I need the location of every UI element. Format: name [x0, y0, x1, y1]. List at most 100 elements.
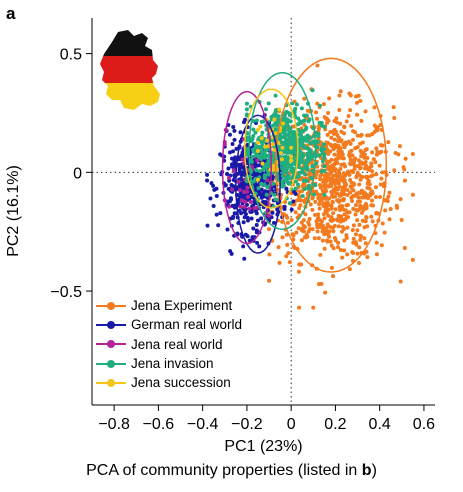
data-point: [259, 119, 264, 124]
data-point: [272, 192, 277, 197]
data-point: [329, 265, 334, 270]
data-point: [358, 165, 363, 170]
data-point: [359, 154, 364, 159]
data-point: [264, 161, 269, 166]
legend: Jena Experiment German real world Jena rea…: [96, 296, 242, 392]
data-point: [319, 219, 324, 224]
data-point: [312, 236, 317, 241]
data-point: [347, 149, 352, 154]
data-point: [284, 254, 289, 259]
ellipse-jena-real-world: [221, 90, 272, 245]
data-point: [332, 143, 337, 148]
data-point: [338, 219, 343, 224]
data-point: [371, 203, 376, 208]
data-point: [330, 225, 335, 230]
data-point: [345, 169, 350, 174]
data-point: [373, 194, 378, 199]
data-point: [329, 135, 334, 140]
data-point: [402, 246, 407, 251]
data-point: [258, 169, 263, 174]
data-point: [339, 150, 344, 155]
data-point: [379, 243, 384, 248]
data-point: [315, 225, 320, 230]
data-point: [346, 215, 351, 220]
data-point: [225, 227, 230, 232]
data-point: [230, 187, 235, 192]
data-point: [359, 210, 364, 215]
data-point: [249, 159, 254, 164]
data-point: [318, 173, 323, 178]
data-point: [334, 120, 339, 125]
data-point: [392, 116, 397, 121]
caption-close: ): [371, 462, 377, 479]
data-point: [374, 240, 379, 245]
data-point: [259, 139, 264, 144]
data-point: [347, 210, 352, 215]
x-tick-label: 0.4: [369, 416, 391, 433]
data-point: [320, 238, 325, 243]
y-axis-label: PC2 (16.1%): [5, 165, 22, 257]
data-point: [255, 149, 260, 154]
data-point: [307, 227, 312, 232]
data-point: [270, 210, 275, 215]
data-point: [336, 143, 341, 148]
data-point: [348, 190, 353, 195]
data-point: [290, 232, 295, 237]
data-point: [254, 153, 259, 158]
data-point: [251, 127, 256, 132]
data-point: [347, 154, 352, 159]
data-point: [327, 96, 332, 101]
data-point: [293, 191, 298, 196]
data-point: [333, 173, 338, 178]
data-point: [267, 278, 272, 283]
data-point: [351, 223, 356, 228]
data-point: [266, 144, 271, 149]
data-point: [351, 181, 356, 186]
data-point: [325, 161, 330, 166]
data-point: [242, 256, 247, 261]
data-point: [358, 237, 363, 242]
legend-swatch: [96, 377, 126, 389]
data-point: [227, 132, 232, 137]
data-point: [244, 138, 249, 143]
data-point: [386, 194, 391, 199]
data-point: [281, 121, 286, 126]
data-point: [237, 188, 242, 193]
data-point: [259, 145, 264, 150]
data-point: [362, 236, 367, 241]
data-point: [326, 213, 331, 218]
data-point: [341, 198, 346, 203]
data-point: [232, 211, 237, 216]
data-point: [337, 207, 342, 212]
data-point: [289, 158, 294, 163]
data-point: [333, 207, 338, 212]
data-point: [292, 110, 297, 115]
data-point: [330, 199, 335, 204]
data-point: [329, 243, 334, 248]
data-point: [254, 118, 259, 123]
data-point: [305, 166, 310, 171]
data-point: [239, 198, 244, 203]
data-point: [205, 223, 210, 228]
data-point: [246, 194, 251, 199]
data-point: [249, 139, 254, 144]
data-point: [226, 199, 231, 204]
data-point: [350, 137, 355, 142]
data-point: [223, 183, 228, 188]
data-point: [357, 222, 362, 227]
x-tick-label: −0.2: [231, 416, 263, 433]
data-point: [338, 89, 343, 94]
data-point: [314, 110, 319, 115]
data-point: [345, 192, 350, 197]
data-point: [379, 149, 384, 154]
data-point: [273, 197, 278, 202]
data-point: [285, 122, 290, 127]
data-point: [359, 190, 364, 195]
data-point: [242, 215, 247, 220]
data-point: [239, 176, 244, 181]
data-point: [229, 156, 234, 161]
data-point: [387, 217, 392, 222]
data-point: [388, 207, 393, 212]
data-point: [261, 191, 266, 196]
data-point: [240, 157, 245, 162]
